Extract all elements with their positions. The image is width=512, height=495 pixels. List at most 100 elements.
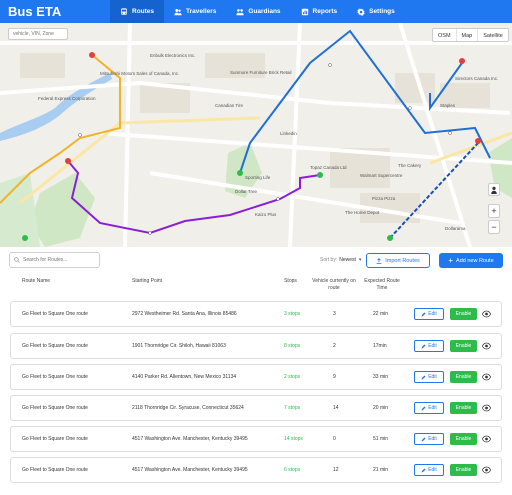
map-mode-toggle: OSM Map Satellite xyxy=(432,28,509,42)
pencil-icon xyxy=(421,344,426,348)
route-search[interactable] xyxy=(9,252,100,268)
row-route-name: Go Fleet to Square One route xyxy=(22,311,88,317)
table-row[interactable]: Go Fleet to Square One route 1901 Thornri… xyxy=(10,333,502,359)
row-stops[interactable]: 7 stops xyxy=(284,405,301,411)
row-starting-point: 4517 Washington Ave. Manchester, Kentuck… xyxy=(132,467,248,473)
header-route: Route Name xyxy=(22,278,51,284)
edit-label: Edit xyxy=(428,405,437,411)
eye-icon[interactable] xyxy=(482,404,491,412)
edit-label: Edit xyxy=(428,311,437,317)
table-row[interactable]: Go Fleet to Square One route 2118 Thornri… xyxy=(10,395,502,421)
chevron-down-icon: ▾ xyxy=(358,257,362,263)
eye-icon[interactable] xyxy=(482,310,491,318)
table-header: Route Name Starting Point Stops Vehicle … xyxy=(0,276,512,298)
eye-icon[interactable] xyxy=(482,373,491,381)
map-label: Linkedin xyxy=(280,131,297,136)
row-stops[interactable]: 2 stops xyxy=(284,374,301,380)
table-row[interactable]: Go Fleet to Square One route 4517 Washing… xyxy=(10,426,502,452)
row-vehicle-count: 9 xyxy=(333,374,336,380)
gear-icon xyxy=(357,7,365,16)
enable-button[interactable]: Enable xyxy=(450,340,477,352)
sort-label: Sort by: xyxy=(320,257,338,263)
enable-button[interactable]: Enable xyxy=(450,464,477,476)
nav-travellers[interactable]: Travellers xyxy=(164,0,226,23)
sort-dropdown[interactable]: Sort by: Newest ▾ xyxy=(320,257,361,263)
edit-label: Edit xyxy=(428,374,437,380)
enable-label: Enable xyxy=(455,436,472,442)
map-label: Sunmore Furniture Brick Retail xyxy=(230,70,292,75)
route-search-input[interactable] xyxy=(23,257,93,263)
row-route-name: Go Fleet to Square One route xyxy=(22,374,88,380)
map-label: Sirectors Canada Inc. xyxy=(455,76,499,81)
nav-reports[interactable]: Reports xyxy=(291,0,348,23)
plus-icon: + xyxy=(448,255,454,265)
table-row[interactable]: Go Fleet to Square One route 4140 Parker … xyxy=(10,364,502,390)
pencil-icon xyxy=(421,468,426,472)
nav-reports-label: Reports xyxy=(312,8,338,15)
row-starting-point: 2118 Thornridge Cir. Syracuse, Connectic… xyxy=(132,405,244,411)
header-time: Expected Route Time xyxy=(364,278,400,291)
edit-button[interactable]: Edit xyxy=(414,402,444,414)
street-view-icon[interactable] xyxy=(488,183,500,196)
row-vehicle-count: 0 xyxy=(333,436,336,442)
edit-button[interactable]: Edit xyxy=(414,371,444,383)
eye-icon[interactable] xyxy=(482,342,491,350)
row-route-time: 21 min xyxy=(373,467,389,473)
map-mode-osm[interactable]: OSM xyxy=(433,29,457,41)
add-route-button[interactable]: + Add new Route xyxy=(439,253,503,268)
pencil-icon xyxy=(421,312,426,316)
import-routes-button[interactable]: Import Routes xyxy=(366,253,430,268)
map-mode-satellite[interactable]: Satellite xyxy=(483,33,503,39)
map-mode-map[interactable]: Map xyxy=(457,29,479,41)
pencil-icon xyxy=(421,437,426,441)
edit-label: Edit xyxy=(428,467,437,473)
map-canvas xyxy=(0,23,512,247)
row-stops[interactable]: 3 stops xyxy=(284,311,301,317)
map-label: Enbulk Electronics Inc. xyxy=(150,53,196,58)
edit-button[interactable]: Edit xyxy=(414,340,444,352)
map-label: Walmart Supercentre xyxy=(360,173,403,178)
edit-button[interactable]: Edit xyxy=(414,433,444,445)
row-route-time: 33 min xyxy=(373,374,389,380)
nav-travellers-label: Travellers xyxy=(186,8,217,15)
enable-label: Enable xyxy=(455,374,472,380)
header-stops: Stops xyxy=(284,278,297,284)
row-route-time: 17min xyxy=(373,343,387,349)
table-row[interactable]: Go Fleet to Square One route 4517 Washing… xyxy=(10,457,502,483)
map-label: Pizza Pizza xyxy=(372,196,396,201)
nav-settings[interactable]: Settings xyxy=(347,0,405,23)
row-stops[interactable]: 6 stops xyxy=(284,467,301,473)
nav-routes[interactable]: Routes xyxy=(110,0,165,23)
row-vehicle-count: 12 xyxy=(333,467,339,473)
enable-button[interactable]: Enable xyxy=(450,433,477,445)
enable-button[interactable]: Enable xyxy=(450,371,477,383)
map-label: Sporting Life xyxy=(245,175,271,180)
row-starting-point: 4140 Parker Rd. Allentown, New Mexico 31… xyxy=(132,374,237,380)
eye-icon[interactable] xyxy=(482,466,491,474)
zoom-in-button[interactable]: + xyxy=(488,204,500,218)
row-stops[interactable]: 14 stops xyxy=(284,436,303,442)
map-search-input[interactable] xyxy=(8,28,68,40)
row-route-time: 20 min xyxy=(373,405,389,411)
edit-button[interactable]: Edit xyxy=(414,464,444,476)
row-route-name: Go Fleet to Square One route xyxy=(22,343,88,349)
search-icon xyxy=(14,257,20,263)
nav-guardians[interactable]: Guardians xyxy=(226,0,290,23)
table-row[interactable]: Go Fleet to Square One route 2972 Westhei… xyxy=(10,301,502,327)
row-stops[interactable]: 8 stops xyxy=(284,343,301,349)
enable-button[interactable]: Enable xyxy=(450,308,477,320)
route-map[interactable]: Federal Express Corporation Mitsubishi M… xyxy=(0,23,512,247)
zoom-out-button[interactable]: − xyxy=(488,220,500,234)
sort-value: Newest xyxy=(339,257,356,263)
map-label: Staples xyxy=(440,103,456,108)
map-label: Mitsubishi Motors Sales of Canada, Inc. xyxy=(100,71,180,76)
row-route-name: Go Fleet to Square One route xyxy=(22,467,88,473)
row-starting-point: 4517 Washington Ave. Manchester, Kentuck… xyxy=(132,436,248,442)
enable-button[interactable]: Enable xyxy=(450,402,477,414)
pencil-icon xyxy=(421,406,426,410)
edit-button[interactable]: Edit xyxy=(414,308,444,320)
enable-label: Enable xyxy=(455,405,472,411)
import-routes-label: Import Routes xyxy=(385,257,420,264)
eye-icon[interactable] xyxy=(482,435,491,443)
edit-label: Edit xyxy=(428,343,437,349)
